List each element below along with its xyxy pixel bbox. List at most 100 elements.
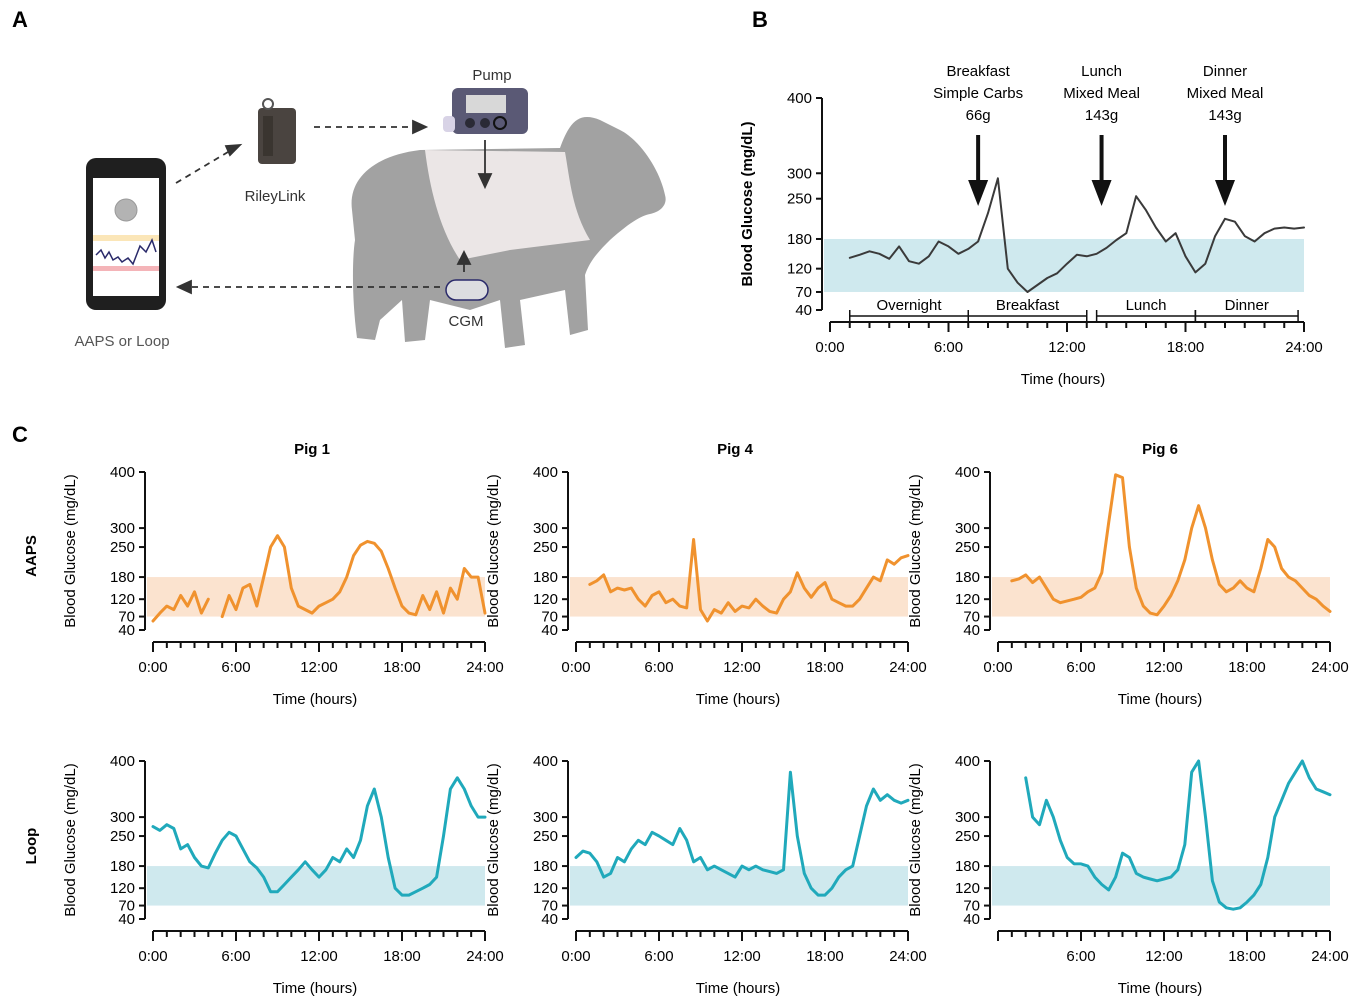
y-tick-label: 40 xyxy=(118,911,135,928)
y-tick-label: 120 xyxy=(533,880,558,897)
y-tick-label: 120 xyxy=(110,880,135,897)
x-tick-label: 24:00 xyxy=(889,659,927,676)
row-title-aaps: AAPS xyxy=(23,535,40,577)
y-tick-label: 120 xyxy=(787,261,812,278)
y-tick-label: 250 xyxy=(110,539,135,556)
y-tick-label: 40 xyxy=(795,302,812,319)
x-tick-label: 18:00 xyxy=(1228,948,1266,965)
y-axis-title: Blood Glucose (mg/dL) xyxy=(907,763,924,916)
x-axis-title: Time (hours) xyxy=(696,980,780,997)
y-tick-label: 400 xyxy=(110,464,135,481)
y-tick-label: 120 xyxy=(110,591,135,608)
meal-annotation-line: Simple Carbs xyxy=(933,85,1023,102)
glucose-series-line xyxy=(151,776,487,897)
meal-annotation-line: Breakfast xyxy=(946,63,1010,80)
x-tick-label: 6:00 xyxy=(644,659,673,676)
y-tick-label: 180 xyxy=(955,569,980,586)
pump-label: Pump xyxy=(472,67,511,84)
x-tick-label: 12:00 xyxy=(723,948,761,965)
y-tick-label: 250 xyxy=(955,828,980,845)
y-tick-label: 300 xyxy=(110,520,135,537)
x-tick-label: 6:00 xyxy=(1066,948,1095,965)
x-tick-label: 6:00 xyxy=(221,948,250,965)
y-tick-label: 300 xyxy=(533,520,558,537)
glucose-series-line xyxy=(151,534,487,623)
y-axis-title: Blood Glucose (mg/dL) xyxy=(62,763,79,916)
y-tick-label: 180 xyxy=(787,231,812,248)
y-axis-title: Blood Glucose (mg/dL) xyxy=(62,474,79,627)
y-tick-label: 180 xyxy=(533,569,558,586)
x-tick-label: 18:00 xyxy=(806,659,844,676)
y-tick-label: 70 xyxy=(118,609,135,626)
x-tick-label: 0:00 xyxy=(983,659,1012,676)
y-axis-title: Blood Glucose (mg/dL) xyxy=(485,763,502,916)
glucose-series-line xyxy=(588,538,910,623)
x-tick-label: 24:00 xyxy=(1311,948,1349,965)
y-tick-label: 400 xyxy=(787,90,812,107)
x-tick-label: 24:00 xyxy=(466,659,504,676)
col-title-pig6: Pig 6 xyxy=(1142,441,1178,458)
y-tick-label: 180 xyxy=(110,569,135,586)
rileylink-device xyxy=(258,98,296,164)
x-tick-label: 0:00 xyxy=(561,948,590,965)
y-tick-label: 120 xyxy=(533,591,558,608)
y-tick-label: 180 xyxy=(110,858,135,875)
y-tick-label: 70 xyxy=(963,898,980,915)
pig-silhouette xyxy=(351,117,666,348)
y-tick-label: 70 xyxy=(795,284,812,301)
meal-arrowhead xyxy=(1215,180,1235,206)
period-label: Overnight xyxy=(876,297,942,314)
glucose-series-line xyxy=(1024,759,1332,911)
y-tick-label: 300 xyxy=(533,809,558,826)
col-title-pig1: Pig 1 xyxy=(294,441,330,458)
x-tick-label: 18:00 xyxy=(383,948,421,965)
x-tick-label: 12:00 xyxy=(300,948,338,965)
glucose-series-line xyxy=(574,770,910,897)
x-axis-title: Time (hours) xyxy=(1021,371,1105,388)
pump-device xyxy=(443,88,528,134)
x-tick-label: 18:00 xyxy=(806,948,844,965)
y-tick-label: 400 xyxy=(533,753,558,770)
x-tick-label: 12:00 xyxy=(723,659,761,676)
period-label: Lunch xyxy=(1126,297,1167,314)
y-tick-label: 40 xyxy=(963,911,980,928)
meal-annotation-line: 143g xyxy=(1085,107,1118,124)
y-tick-label: 180 xyxy=(955,858,980,875)
rileylink-label: RileyLink xyxy=(245,188,306,205)
communication-arrows xyxy=(175,119,493,295)
y-tick-label: 250 xyxy=(787,191,812,208)
phone-device xyxy=(86,158,166,310)
x-tick-label: 24:00 xyxy=(1311,659,1349,676)
meal-arrowhead xyxy=(1091,180,1112,206)
x-axis-title: Time (hours) xyxy=(273,691,357,708)
y-tick-label: 250 xyxy=(955,539,980,556)
y-tick-label: 40 xyxy=(541,622,558,639)
x-tick-label: 12:00 xyxy=(1048,339,1086,356)
x-tick-label: 0:00 xyxy=(561,659,590,676)
cgm-device xyxy=(445,279,489,301)
glucose-series-line xyxy=(1010,473,1332,617)
x-axis-title: Time (hours) xyxy=(1118,980,1202,997)
col-title-pig4: Pig 4 xyxy=(717,441,754,458)
target-range-band xyxy=(992,866,1330,906)
cgm-label: CGM xyxy=(449,313,484,330)
y-tick-label: 40 xyxy=(118,622,135,639)
meal-annotation-line: Dinner xyxy=(1203,63,1247,80)
meal-annotation-line: 66g xyxy=(966,107,991,124)
x-axis-title: Time (hours) xyxy=(696,691,780,708)
panel-c-letter: C xyxy=(12,422,28,447)
y-tick-label: 300 xyxy=(787,165,812,182)
y-axis-title: Blood Glucose (mg/dL) xyxy=(739,122,756,287)
x-tick-label: 12:00 xyxy=(1145,948,1183,965)
x-tick-label: 6:00 xyxy=(934,339,963,356)
x-tick-label: 24:00 xyxy=(1285,339,1323,356)
x-tick-label: 24:00 xyxy=(889,948,927,965)
phone-label: AAPS or Loop xyxy=(74,333,169,350)
y-tick-label: 400 xyxy=(955,753,980,770)
x-tick-label: 6:00 xyxy=(221,659,250,676)
